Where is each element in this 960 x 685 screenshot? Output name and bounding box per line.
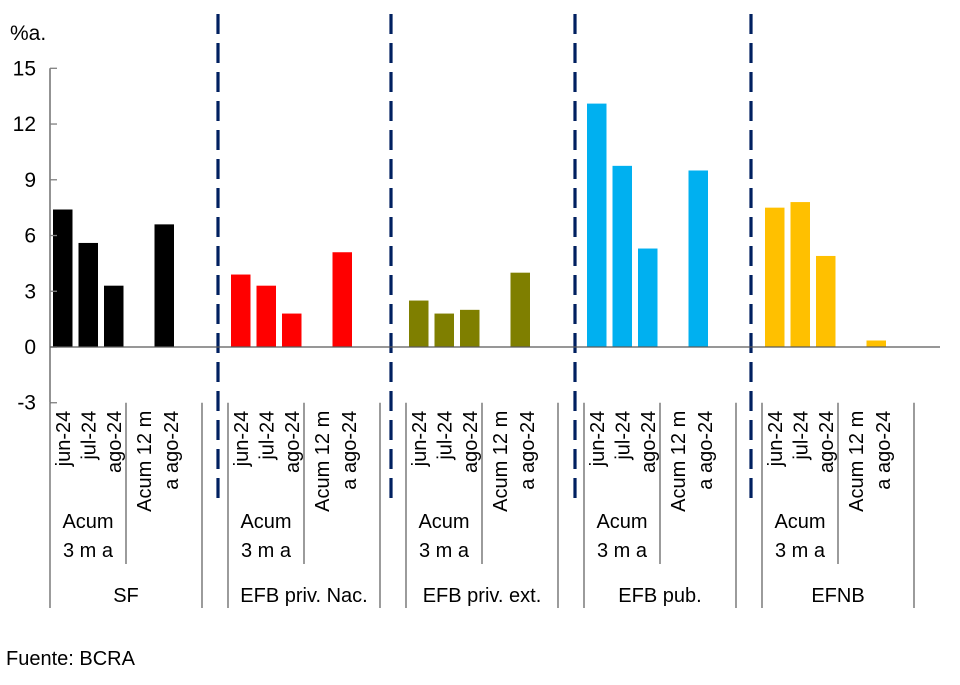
x-tick-label-month: ago-24 — [816, 411, 838, 473]
y-tick-label: 0 — [24, 336, 36, 359]
x-label-acum-12m-line1: Acum 12 m — [490, 411, 512, 512]
x-tick-label-month: jun-24 — [765, 411, 787, 468]
x-label-acum-12m-line2: a ago-24 — [339, 411, 361, 490]
y-tick-label: 15 — [13, 57, 36, 80]
group-separators — [216, 14, 753, 500]
bar-efb-priv-ext--ago-24 — [460, 309, 480, 347]
x-tick-label-month: jul-24 — [434, 411, 456, 461]
x-tick-label-month: jun-24 — [409, 411, 431, 468]
y-axis-unit-label: %a. — [10, 22, 46, 45]
x-tick-label-month: jul-24 — [612, 411, 634, 461]
x-tick-label-month: ago-24 — [104, 411, 126, 473]
bar-efb-priv-nac--jul-24 — [256, 285, 276, 347]
x-label-acum-12m-line2: a ago-24 — [695, 411, 717, 490]
x-label-acum-12m-line2: a ago-24 — [161, 411, 183, 490]
bar-efb-priv-nac--jun-24 — [231, 274, 251, 347]
y-axis: 15 12 9 6 3 0 -3 — [13, 57, 940, 415]
x-label-acum-12m-line2: a ago-24 — [517, 411, 539, 490]
x-label-acum-3m-line1: Acum — [596, 511, 647, 533]
bar-efb-priv-ext--jul-24 — [434, 313, 454, 347]
x-group-label: EFB priv. Nac. — [240, 585, 367, 607]
bar-efb-priv-nac--acum-12-m-a-ago-24 — [332, 252, 352, 347]
bar-efb-pub--jun-24 — [587, 103, 607, 348]
bar-sf-jun-24 — [53, 209, 73, 347]
x-group-label: EFNB — [811, 585, 864, 607]
bar-efnb-acum-12-m-a-ago-24 — [866, 340, 886, 347]
x-label-acum-3m-line2: 3 m a — [241, 540, 292, 562]
bar-efb-pub--ago-24 — [638, 248, 658, 347]
x-label-acum-12m-line2: a ago-24 — [873, 411, 895, 490]
x-label-acum-12m-line1: Acum 12 m — [312, 411, 334, 512]
bar-sf-jul-24 — [78, 242, 98, 347]
x-label-acum-3m-line1: Acum — [240, 511, 291, 533]
x-tick-label-month: ago-24 — [282, 411, 304, 473]
bar-sf-acum-12-m-a-ago-24 — [154, 224, 174, 347]
x-label-acum-3m-line2: 3 m a — [597, 540, 648, 562]
y-tick-label: 12 — [13, 113, 36, 136]
bar-efb-priv-ext--acum-12-m-a-ago-24 — [510, 272, 530, 347]
bar-efb-pub--jul-24 — [612, 165, 632, 347]
x-label-acum-3m-line2: 3 m a — [63, 540, 114, 562]
x-label-acum-3m-line1: Acum — [418, 511, 469, 533]
x-tick-label-month: jun-24 — [587, 411, 609, 468]
x-label-acum-3m-line1: Acum — [62, 511, 113, 533]
bar-efnb-ago-24 — [816, 255, 836, 347]
y-tick-label: 3 — [24, 280, 36, 303]
y-tick-label: -3 — [17, 392, 36, 415]
x-tick-label-month: jul-24 — [78, 411, 100, 461]
x-tick-label-month: jul-24 — [790, 411, 812, 461]
bar-sf-ago-24 — [104, 285, 124, 347]
x-tick-label-month: jul-24 — [256, 411, 278, 461]
bar-efb-priv-nac--ago-24 — [282, 313, 302, 347]
bars — [53, 103, 886, 348]
x-tick-label-month: ago-24 — [638, 411, 660, 473]
x-group-label: EFB priv. ext. — [423, 585, 542, 607]
x-group-label: EFB pub. — [618, 585, 701, 607]
x-tick-label-month: ago-24 — [460, 411, 482, 473]
bar-efnb-jun-24 — [765, 207, 785, 347]
x-label-acum-3m-line1: Acum — [774, 511, 825, 533]
x-label-acum-3m-line2: 3 m a — [775, 540, 826, 562]
source-note: Fuente: BCRA — [6, 648, 135, 670]
x-label-acum-12m-line1: Acum 12 m — [846, 411, 868, 512]
y-tick-label: 6 — [24, 225, 36, 248]
x-tick-label-month: jun-24 — [231, 411, 253, 468]
x-label-acum-12m-line1: Acum 12 m — [668, 411, 690, 512]
x-group-label: SF — [113, 585, 139, 607]
bar-efb-priv-ext--jun-24 — [409, 300, 429, 347]
bar-efb-pub--acum-12-m-a-ago-24 — [688, 170, 708, 347]
y-tick-label: 9 — [24, 169, 36, 192]
bar-efnb-jul-24 — [790, 202, 810, 347]
x-label-acum-12m-line1: Acum 12 m — [134, 411, 156, 512]
x-tick-label-month: jun-24 — [53, 411, 75, 468]
x-label-acum-3m-line2: 3 m a — [419, 540, 470, 562]
